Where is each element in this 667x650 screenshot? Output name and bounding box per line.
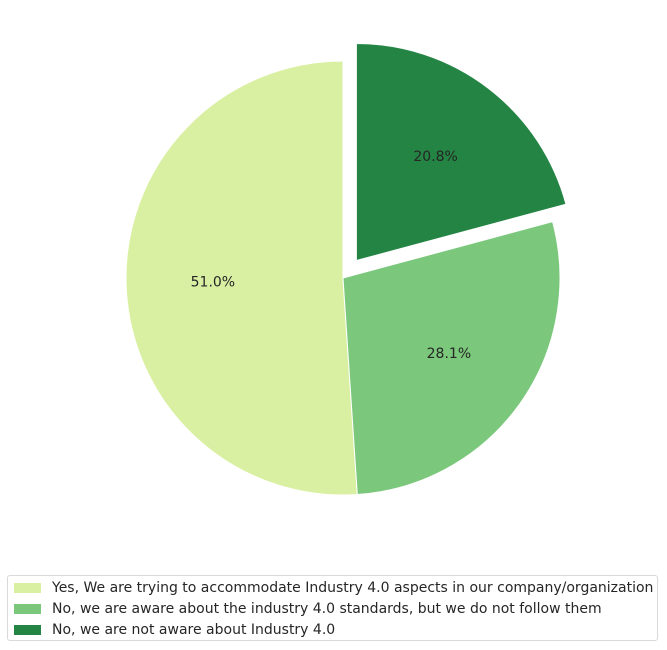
legend: Yes, We are trying to accommodate Indust… [7,575,658,641]
legend-swatch-not-aware [14,625,41,635]
slice-aware-not-follow-pct-label: 28.1% [427,346,471,362]
pie-chart: 51.0% 28.1% 20.8% [125,43,567,496]
slice-aware-not-follow [342,221,561,496]
legend-label-aware-not-follow: No, we are aware about the industry 4.0 … [52,601,602,617]
legend-swatch-yes [14,583,41,593]
legend-item-aware-not-follow: No, we are aware about the industry 4.0 … [14,599,602,619]
legend-label-not-aware: No, we are not aware about Industry 4.0 [52,622,336,638]
slice-not-aware [355,43,567,262]
legend-swatch-aware-not-follow [14,604,41,614]
legend-label-yes: Yes, We are trying to accommodate Indust… [52,580,654,596]
slice-yes [125,60,358,496]
slice-yes-pct-label: 51.0% [191,274,235,290]
legend-item-yes: Yes, We are trying to accommodate Indust… [14,578,653,598]
slice-not-aware-pct-label: 20.8% [413,149,457,165]
legend-item-not-aware: No, we are not aware about Industry 4.0 [14,620,335,640]
